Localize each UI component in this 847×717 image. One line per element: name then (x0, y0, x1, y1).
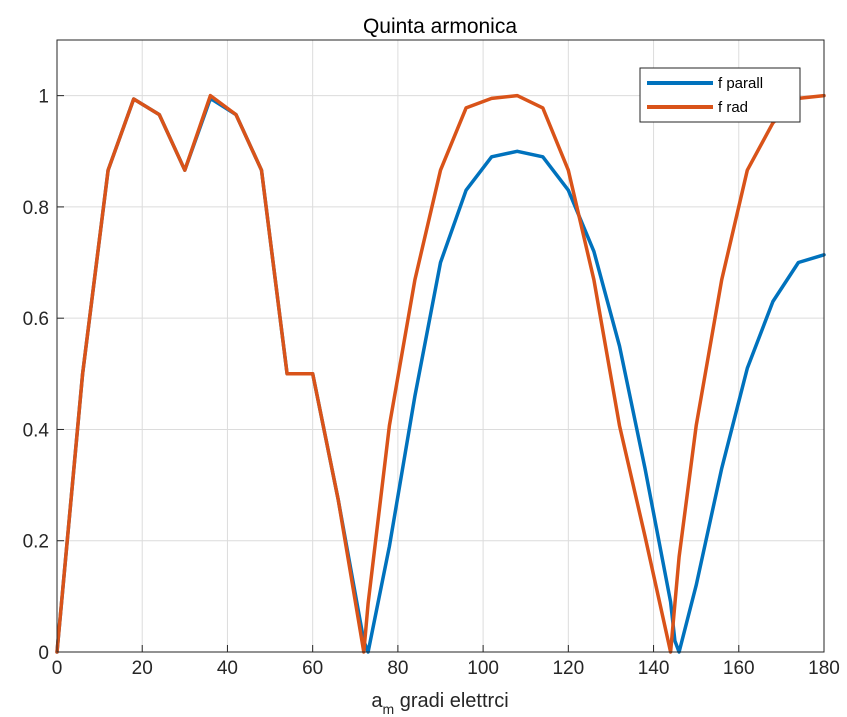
ticks (56, 95, 825, 653)
x-tick-label: 80 (387, 658, 408, 679)
x-tick-label: 140 (638, 658, 670, 679)
x-tick-label: 0 (52, 658, 63, 679)
legend-box (639, 67, 801, 123)
x-axis-label: am gradi elettrci (371, 690, 508, 717)
plot-frame (56, 39, 825, 653)
legend-label-f-parall: f parall (718, 75, 763, 92)
x-tick-label: 100 (467, 658, 499, 679)
x-axis-label-subscript: m (382, 701, 394, 717)
x-tick-label: 60 (302, 658, 323, 679)
y-tick-label: 1 (38, 87, 49, 108)
legend-label-f-rad: f rad (718, 99, 748, 116)
y-tick-label: 0.2 (23, 532, 49, 553)
legend: f parall f rad (639, 67, 801, 123)
tick-labels: 0 20 40 60 80 100 120 140 160 180 0 0.2 0.4 0.6 0.8 1 (23, 87, 840, 679)
y-tick-label: 0 (38, 643, 49, 664)
series-layer (55, 93, 826, 654)
x-axis-label-main: a (371, 690, 383, 712)
x-axis-label-rest: gradi elettrci (394, 690, 509, 712)
series-line-f-rad (55, 93, 826, 654)
y-tick-label: 0.6 (23, 309, 49, 330)
x-tick-label: 40 (217, 658, 238, 679)
x-tick-label: 20 (132, 658, 153, 679)
x-tick-label: 180 (808, 658, 840, 679)
x-tick-label: 120 (552, 658, 584, 679)
x-tick-label: 160 (723, 658, 755, 679)
chart-title: Quinta armonica (363, 15, 517, 38)
plot-background (57, 40, 824, 652)
y-tick-label: 0.4 (23, 420, 50, 441)
y-tick-label: 0.8 (23, 198, 49, 219)
